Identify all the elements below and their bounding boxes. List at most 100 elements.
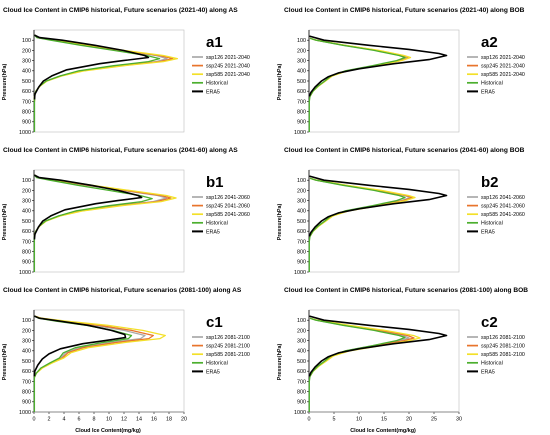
chart-c2-svg: Cloud Ice Content in CMIP6 historical, F…: [277, 287, 528, 434]
y-tick-label: 300: [297, 199, 306, 205]
chart-title: Cloud Ice Content in CMIP6 historical, F…: [3, 147, 238, 154]
y-tick-label: 200: [22, 48, 31, 54]
legend-label: Historical: [481, 221, 503, 227]
y-axis-label: Pressure(hPa): [2, 344, 8, 381]
x-tick-label: 25: [431, 417, 437, 423]
legend-label: ssp585 2041-2060: [481, 212, 525, 218]
y-tick-label: 1000: [19, 410, 31, 416]
y-tick-label: 1000: [19, 130, 31, 136]
y-tick-label: 500: [22, 79, 31, 85]
y-tick-label: 100: [22, 178, 31, 184]
x-tick-label: 30: [456, 417, 462, 423]
panel-label: a2: [481, 34, 498, 51]
x-tick-label: 16: [151, 417, 157, 423]
x-tick-label: 4: [63, 417, 66, 423]
y-axis-label: Pressure(hPa): [277, 204, 283, 241]
y-tick-label: 500: [22, 219, 31, 225]
y-tick-label: 400: [22, 349, 31, 355]
y-tick-label: 200: [297, 328, 306, 334]
x-tick-label: 2: [48, 417, 51, 423]
panel-c1: Cloud Ice Content in CMIP6 historical, F…: [0, 280, 275, 434]
x-tick-label: 20: [181, 417, 187, 423]
y-tick-label: 1000: [294, 270, 306, 276]
plot-frame: [308, 309, 460, 413]
legend-label: ssp126 2041-2060: [206, 195, 250, 201]
legend-label: Historical: [481, 361, 503, 367]
y-tick-label: 700: [297, 99, 306, 105]
y-tick-label: 900: [297, 260, 306, 266]
y-tick-label: 100: [22, 318, 31, 324]
y-tick-label: 500: [22, 359, 31, 365]
y-tick-label: 900: [22, 260, 31, 266]
legend-label: ssp245 2021-2040: [206, 64, 250, 70]
y-tick-label: 900: [22, 400, 31, 406]
legend-label: ssp585 2081-2100: [481, 352, 525, 358]
series-line-historical: [33, 34, 161, 132]
plot-frame: [308, 169, 460, 273]
y-tick-label: 600: [297, 89, 306, 95]
y-axis-label: Pressure(hPa): [277, 344, 283, 381]
legend: ssp126 2081-2100 ssp245 2081-2100 ssp585 2…: [192, 335, 250, 375]
chart-b2-svg: Cloud Ice Content in CMIP6 historical, F…: [277, 147, 525, 276]
y-tick-label: 600: [297, 229, 306, 235]
legend-label: ssp245 2081-2100: [481, 344, 525, 350]
panel-label: b1: [206, 174, 224, 191]
legend-label: ssp585 2021-2040: [206, 72, 250, 78]
legend-label: ssp585 2021-2040: [481, 72, 525, 78]
legend-label: Historical: [206, 221, 228, 227]
plot-area: [308, 169, 460, 273]
y-tick-label: 800: [297, 110, 306, 116]
x-tick-label: 5: [333, 417, 336, 423]
x-tick-label: 18: [166, 417, 172, 423]
panel-b1: Cloud Ice Content in CMIP6 historical, F…: [0, 140, 275, 285]
legend-label: ERA5: [206, 369, 220, 375]
y-tick-label: 100: [297, 178, 306, 184]
x-tick-label: 10: [106, 417, 112, 423]
series-line-ssp585: [33, 34, 179, 102]
y-tick-label: 400: [297, 349, 306, 355]
y-tick-label: 400: [22, 69, 31, 75]
legend: ssp126 2081-2100 ssp245 2081-2100 ssp585 2…: [467, 335, 525, 375]
x-tick-label: 15: [381, 417, 387, 423]
legend-label: ssp245 2081-2100: [206, 344, 250, 350]
chart-a1-svg: Cloud Ice Content in CMIP6 historical, F…: [2, 7, 250, 136]
series-line-ssp585: [309, 37, 412, 97]
x-ticks: 0 5 10 15 20 25 30: [308, 411, 462, 423]
legend-label: ssp126 2041-2060: [481, 195, 525, 201]
series-line-ssp245: [33, 174, 172, 237]
y-tick-label: 800: [297, 390, 306, 396]
plot-area: [33, 29, 185, 133]
plot-frame: [33, 29, 185, 133]
chart-title: Cloud Ice Content in CMIP6 historical, F…: [284, 147, 525, 154]
y-tick-label: 600: [22, 229, 31, 235]
x-axis-label: Cloud Ice Content(mg/kg): [350, 428, 416, 434]
panel-c2: Cloud Ice Content in CMIP6 historical, F…: [275, 280, 550, 434]
legend-label: ERA5: [206, 229, 220, 235]
y-tick-label: 900: [22, 120, 31, 126]
legend-label: ssp585 2081-2100: [206, 352, 250, 358]
y-tick-label: 700: [22, 99, 31, 105]
y-tick-label: 700: [297, 379, 306, 385]
y-tick-label: 400: [297, 69, 306, 75]
y-tick-label: 900: [297, 120, 306, 126]
legend-label: ssp245 2041-2060: [481, 204, 525, 210]
y-tick-label: 200: [297, 48, 306, 54]
y-tick-label: 800: [22, 110, 31, 116]
legend-label: ERA5: [481, 369, 495, 375]
y-tick-label: 300: [297, 59, 306, 65]
series-line-historical: [33, 315, 133, 412]
y-tick-label: 1000: [294, 410, 306, 416]
chart-c1-svg: Cloud Ice Content in CMIP6 historical, F…: [2, 287, 250, 434]
series-line-era5: [308, 35, 448, 97]
y-tick-label: 900: [297, 400, 306, 406]
y-axis-label: Pressure(hPa): [2, 64, 8, 101]
plot-area: [308, 309, 460, 413]
x-tick-label: 0: [308, 417, 311, 423]
legend-label: ERA5: [481, 229, 495, 235]
y-axis-label: Pressure(hPa): [277, 64, 283, 101]
y-ticks: 100 200 300 400 500 600 700 800 900 1000: [294, 178, 309, 276]
x-axis-label: Cloud Ice Content(mg/kg): [75, 428, 141, 434]
legend-label: ssp126 2021-2040: [206, 55, 250, 61]
y-tick-label: 100: [297, 318, 306, 324]
y-tick-label: 500: [297, 79, 306, 85]
